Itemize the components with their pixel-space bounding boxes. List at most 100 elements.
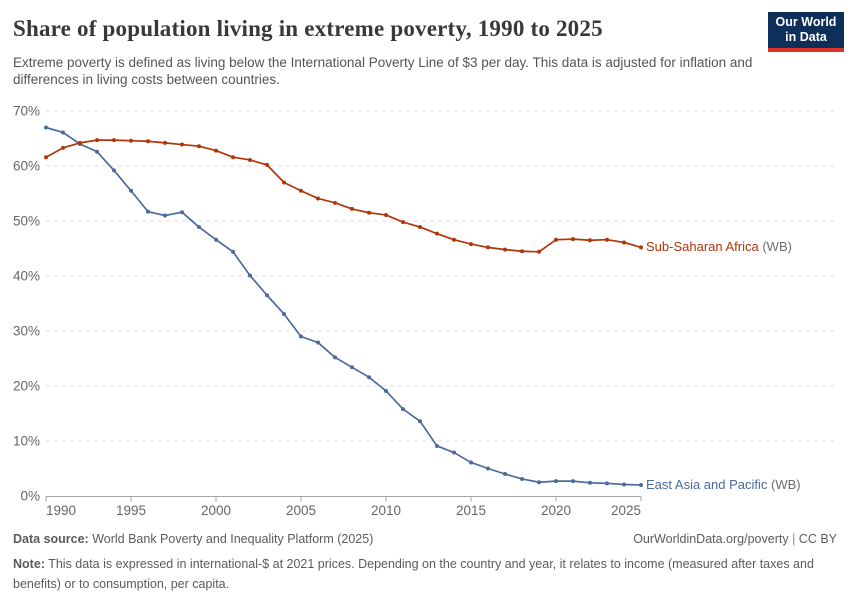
data-point-marker [146,139,150,144]
data-point-marker [299,334,303,339]
data-point-marker [639,483,643,487]
note-label: Note: [13,557,45,572]
data-point-marker [231,155,235,160]
license-link[interactable]: CC BY [798,532,837,546]
data-point-marker [350,365,354,370]
data-point-marker [588,480,592,485]
data-source: Data source: World Bank Poverty and Ineq… [13,530,373,549]
x-axis-tick-label: 2015 [456,503,486,518]
data-point-marker [248,273,252,278]
data-point-marker [537,249,541,254]
page-title: Share of population living in extreme po… [13,16,603,41]
data-point-marker [163,213,167,218]
data-point-marker [214,148,218,153]
series-label-sub-saharan-africa[interactable]: Sub-Saharan Africa (WB) [646,238,792,256]
y-axis-tick-label: 60% [13,159,40,174]
data-point-marker [180,142,184,147]
data-point-marker [622,240,626,245]
data-point-marker [44,155,48,160]
data-point-marker [78,140,82,145]
series-label-east-asia-and-pacific-name: East Asia and Pacific [646,477,768,492]
data-point-marker [520,476,524,481]
data-point-marker [333,355,337,360]
data-point-marker [639,245,643,250]
data-point-marker [316,340,320,345]
data-point-marker [503,472,507,476]
data-point-marker [265,162,269,167]
data-point-marker [418,419,422,424]
citation: OurWorldinData.org/poverty | CC BY [633,530,837,549]
data-point-marker [95,138,99,143]
y-axis-tick-label: 10% [13,434,40,449]
y-axis-tick-label: 50% [13,214,40,229]
data-point-marker [163,140,167,145]
data-point-marker [452,237,456,242]
data-point-marker [146,209,150,214]
x-axis-tick-label: 2020 [541,503,571,518]
data-point-marker [622,482,626,487]
series-line-1 [45,139,642,253]
data-point-marker [129,188,133,193]
series-label-east-asia-and-pacific[interactable]: East Asia and Pacific (WB) [646,476,801,494]
data-point-marker [95,149,99,154]
data-point-marker [401,220,405,225]
data-point-marker [61,145,65,150]
data-point-marker [214,237,218,242]
note-text: This data is expressed in international-… [13,557,818,591]
data-point-marker [61,130,65,135]
data-point-marker [571,237,575,242]
data-point-marker [435,443,439,448]
data-point-marker [435,231,439,236]
series-label-east-asia-and-pacific-suffix: (WB) [767,477,801,492]
footer: Data source: World Bank Poverty and Ineq… [13,530,837,594]
x-axis-tick-label: 2005 [286,503,316,518]
data-source-row: Data source: World Bank Poverty and Ineq… [13,530,837,549]
data-point-marker [554,237,558,242]
data-point-marker [197,144,201,149]
series-label-sub-saharan-africa-name: Sub-Saharan Africa [646,239,759,255]
data-point-marker [571,479,575,484]
data-point-marker [316,196,320,201]
data-point-marker [129,138,133,143]
data-point-marker [401,407,405,412]
page-subtitle: Extreme poverty is defined as living bel… [13,55,753,88]
x-axis-tick-label: 1990 [46,503,76,518]
y-axis-tick-label: 70% [13,104,40,119]
data-source-value: World Bank Poverty and Inequality Platfo… [88,532,374,546]
data-point-marker [112,138,116,143]
data-point-marker [44,125,48,130]
x-axis-tick-label: 2010 [371,503,401,518]
owid-logo-text-line1: Our World [775,15,837,29]
data-point-marker [367,210,371,215]
y-axis-tick-label: 20% [13,379,40,394]
data-source-label: Data source: [13,532,89,546]
data-point-marker [384,212,388,217]
data-point-marker [282,311,286,316]
data-point-marker [299,188,303,193]
y-axis-tick-label: 40% [13,269,40,284]
owid-logo[interactable]: Our World in Data [768,12,844,52]
data-point-marker [486,466,490,471]
data-point-marker [588,238,592,243]
citation-link[interactable]: OurWorldinData.org/poverty [633,532,789,546]
data-point-marker [486,245,490,250]
x-axis-tick-label: 2025 [611,503,641,518]
note-row: Note: This data is expressed in internat… [13,555,837,594]
citation-separator: | [788,532,799,546]
data-point-marker [265,293,269,298]
data-point-marker [605,237,609,242]
data-point-marker [537,480,541,485]
data-point-marker [197,225,201,230]
data-point-marker [503,247,507,252]
data-point-marker [605,481,609,486]
data-point-marker [554,479,558,484]
data-point-marker [333,200,337,205]
y-axis-tick-label: 30% [13,324,40,339]
x-axis-tick-label: 1995 [116,503,146,518]
data-point-marker [469,460,473,465]
data-point-marker [418,225,422,230]
data-point-marker [282,180,286,185]
series-line-0 [45,126,642,486]
data-point-marker [180,210,184,215]
data-point-marker [367,375,371,380]
